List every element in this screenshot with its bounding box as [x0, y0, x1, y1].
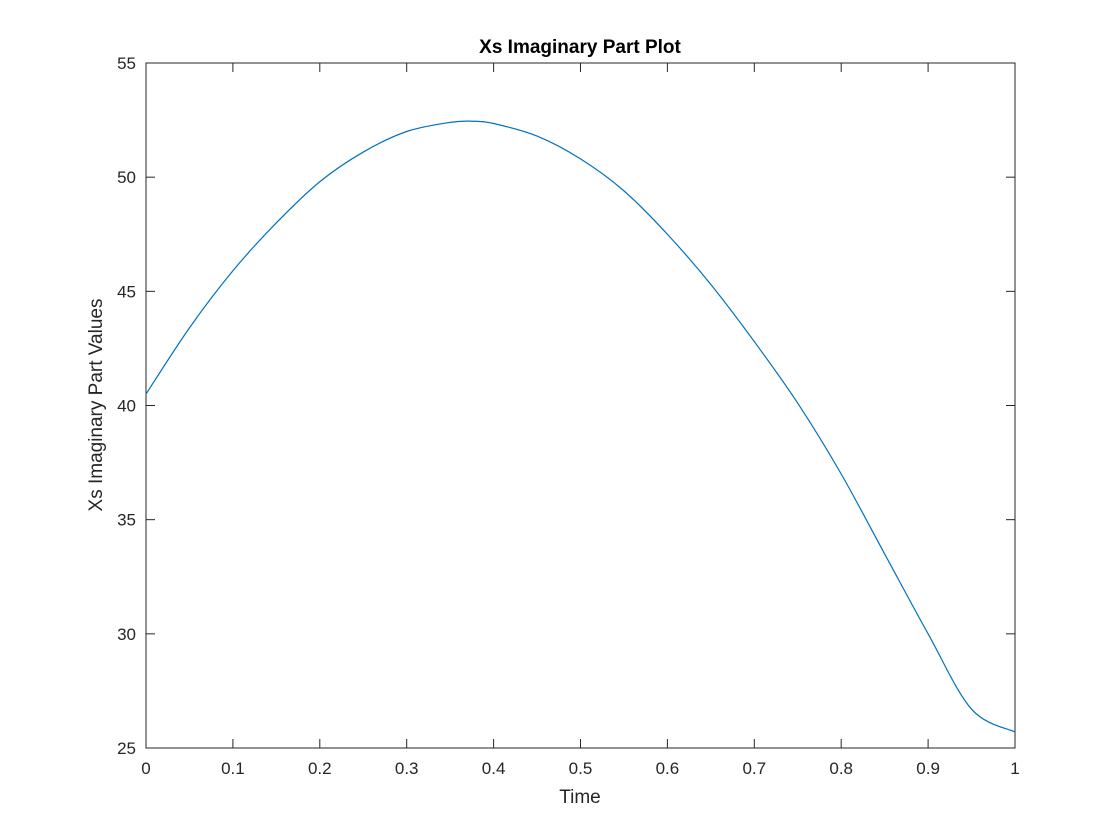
- chart-title: Xs Imaginary Part Plot: [479, 37, 681, 58]
- x-tick-label: 1: [1010, 759, 1019, 778]
- series-layer: [145, 120, 1016, 733]
- y-tick-label: 25: [117, 739, 136, 758]
- y-tick-label: 40: [117, 397, 136, 416]
- y-tick-label: 50: [117, 168, 136, 187]
- y-tick-label: 45: [117, 282, 136, 301]
- x-tick-label: 0.1: [221, 759, 245, 778]
- x-tick-label: 0: [141, 759, 150, 778]
- x-tick-label: 0.7: [742, 759, 766, 778]
- x-tick-label: 0.8: [829, 759, 853, 778]
- plot-area: [145, 62, 1016, 749]
- x-tick-label: 0.6: [656, 759, 680, 778]
- x-tick-label: 0.2: [308, 759, 332, 778]
- y-tick-label: 30: [117, 625, 136, 644]
- y-tick-label: 35: [117, 511, 136, 530]
- x-tick-label: 0.9: [916, 759, 940, 778]
- y-axis-label: Xs Imaginary Part Values: [86, 299, 107, 512]
- x-tick-label: 0.4: [482, 759, 506, 778]
- x-axis-ticks: 0 0.1 0.2 0.3 0.4 0.5 0.6 0.7 0.8 0.9 1: [141, 63, 1020, 778]
- y-tick-label: 55: [117, 54, 136, 73]
- y-axis-ticks: 25 30 35 40 45 50 55: [117, 54, 1015, 758]
- x-tick-label: 0.3: [395, 759, 419, 778]
- x-tick-label: 0.5: [569, 759, 593, 778]
- series-line: [145, 120, 1016, 733]
- x-axis-label: Time: [559, 787, 601, 808]
